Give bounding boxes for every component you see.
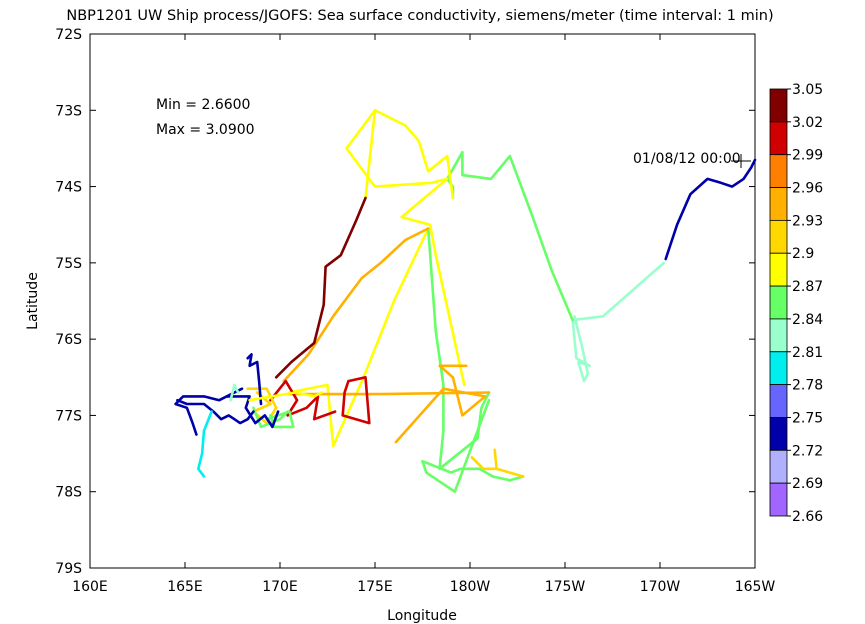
track-segment-14 <box>341 375 371 425</box>
colorbar-label: 2.75 <box>792 410 823 426</box>
x-tick-label: 170E <box>262 579 298 595</box>
colorbar-swatch <box>769 121 788 156</box>
track-segment-24 <box>229 383 240 402</box>
y-tick-label: 72S <box>55 27 82 43</box>
ship-track <box>174 109 757 494</box>
track-segment-6 <box>288 227 430 448</box>
colorbar-swatch <box>769 482 788 517</box>
track-segment-12 <box>282 227 430 383</box>
colorbar-label: 2.9 <box>792 246 814 262</box>
plot-area <box>89 33 756 569</box>
track-segment-25 <box>248 391 324 402</box>
colorbar: 3.05 3.02 2.99 2.96 2.93 2.9 2.87 2.84 2.81 2.78 2… <box>769 82 823 525</box>
track-segment-16 <box>246 387 278 425</box>
colorbar-label: 2.81 <box>792 345 823 361</box>
colorbar-swatch <box>769 417 788 451</box>
colorbar-swatch <box>769 285 788 320</box>
start-time-label: 01/08/12 00:00 <box>633 151 741 167</box>
y-tick-label: 75S <box>55 256 82 272</box>
track-segment-13 <box>274 196 367 379</box>
colorbar-label: 2.66 <box>792 509 823 525</box>
colorbar-swatch <box>769 449 788 484</box>
track-segment-19 <box>225 395 280 429</box>
colorbar-label: 2.96 <box>792 181 823 197</box>
colorbar-swatch <box>769 384 788 418</box>
x-tick-label: 165E <box>167 579 203 595</box>
track-segment-0 <box>664 158 757 261</box>
track-segment-20 <box>174 387 244 436</box>
max-label: Max = 3.0900 <box>156 122 255 138</box>
track-segment-11 <box>394 364 487 444</box>
colorbar-swatch <box>769 154 788 188</box>
colorbar-label: 3.02 <box>792 115 823 131</box>
y-tick-label: 77S <box>55 408 82 424</box>
track-segment-2 <box>571 314 592 383</box>
y-axis-label: Latitude <box>25 272 41 330</box>
chart-title: NBP1201 UW Ship process/JGOFS: Sea surfa… <box>66 8 773 24</box>
y-tick-label: 78S <box>55 485 82 501</box>
colorbar-swatch <box>769 318 788 353</box>
x-axis-label: Longitude <box>387 608 457 624</box>
colorbar-swatch <box>769 88 788 123</box>
x-tick-label: 170W <box>640 579 681 595</box>
min-label: Min = 2.6600 <box>156 97 250 113</box>
y-tick-label: 76S <box>55 332 82 348</box>
colorbar-swatch <box>769 219 788 254</box>
track-segment-23 <box>246 353 263 406</box>
track-segment-7 <box>426 227 491 471</box>
colorbar-swatch <box>769 351 788 386</box>
colorbar-label: 2.99 <box>792 148 823 164</box>
track-segment-22 <box>197 410 213 478</box>
track-segment-5 <box>364 109 455 200</box>
track-segment-4 <box>345 109 466 387</box>
x-tick-label: 180W <box>450 579 491 595</box>
colorbar-label: 2.69 <box>792 476 823 492</box>
colorbar-label: 2.87 <box>792 279 823 295</box>
track-segment-9 <box>470 448 525 478</box>
colorbar-label: 3.05 <box>792 82 823 98</box>
colorbar-swatch <box>769 187 788 221</box>
y-tick-label: 73S <box>55 103 82 119</box>
x-tick-label: 175W <box>545 579 586 595</box>
axis-ticks: 160E 165E 170E 175E 180W 175W 170W 165W 72S 73S 74… <box>55 27 775 595</box>
colorbar-label: 2.78 <box>792 378 823 394</box>
track-segment-21 <box>176 398 255 425</box>
track-segment-15 <box>269 379 337 421</box>
x-tick-label: 175E <box>357 579 393 595</box>
colorbar-label: 2.84 <box>792 312 823 328</box>
x-tick-label: 165W <box>735 579 776 595</box>
track-segment-8 <box>421 398 525 494</box>
y-tick-label: 79S <box>55 561 82 577</box>
y-tick-label: 74S <box>55 180 82 196</box>
colorbar-label: 2.93 <box>792 213 823 229</box>
colorbar-swatch <box>769 252 788 287</box>
x-tick-label: 160E <box>72 579 108 595</box>
start-marker: 01/08/12 00:00 <box>633 151 751 168</box>
colorbar-label: 2.72 <box>792 443 823 459</box>
